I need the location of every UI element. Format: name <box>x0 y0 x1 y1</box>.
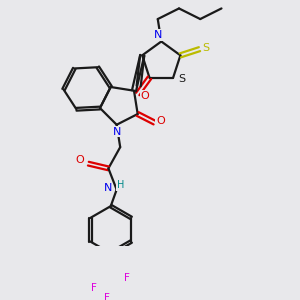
Text: F: F <box>124 273 130 283</box>
Text: N: N <box>112 127 121 137</box>
Text: O: O <box>140 91 149 101</box>
Text: O: O <box>156 116 165 126</box>
Text: O: O <box>76 155 85 165</box>
Text: N: N <box>154 30 162 40</box>
Text: H: H <box>116 181 124 190</box>
Text: N: N <box>103 183 112 194</box>
Text: F: F <box>91 283 97 292</box>
Text: S: S <box>178 74 185 84</box>
Text: F: F <box>104 293 110 300</box>
Text: S: S <box>202 43 209 53</box>
